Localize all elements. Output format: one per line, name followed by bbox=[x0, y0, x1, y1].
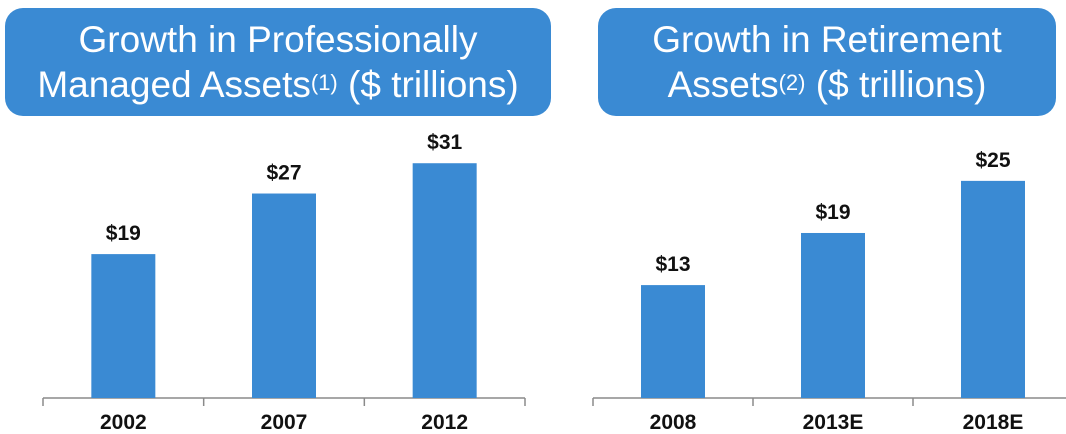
chart-panel-managed-assets: Growth in Professionally Managed Assets(… bbox=[5, 8, 551, 434]
chart-title-line2-main: Assets bbox=[667, 64, 779, 105]
data-label: $13 bbox=[655, 253, 690, 276]
chart-title-box: Growth in Professionally Managed Assets(… bbox=[5, 8, 551, 116]
chart-title-unit: ($ trillions) bbox=[337, 64, 519, 105]
x-tick-label: 2007 bbox=[261, 411, 308, 434]
chart-title-line2: Managed Assets(1) ($ trillions) bbox=[5, 62, 551, 107]
chart-title-unit: ($ trillions) bbox=[805, 64, 987, 105]
chart-title-box: Growth in Retirement Assets(2) ($ trilli… bbox=[598, 8, 1056, 116]
data-label: $19 bbox=[815, 201, 850, 224]
bar-2007 bbox=[252, 193, 316, 398]
data-label: $25 bbox=[975, 149, 1010, 172]
x-tick-label: 2012 bbox=[421, 411, 468, 434]
data-label: $27 bbox=[266, 162, 301, 185]
chart-panel-retirement-assets: Growth in Retirement Assets(2) ($ trilli… bbox=[560, 0, 1066, 434]
bar-chart-managed-assets: $19 2002 $27 2007 $31 2012 bbox=[42, 131, 526, 434]
data-label: $31 bbox=[427, 131, 462, 154]
x-tick-label: 2002 bbox=[100, 411, 147, 434]
chart-title-line2-main: Managed Assets bbox=[37, 64, 311, 105]
bar-2018e bbox=[961, 180, 1025, 398]
bar-2013e bbox=[801, 232, 865, 398]
x-tick-label: 2008 bbox=[650, 411, 697, 434]
data-label: $19 bbox=[106, 222, 141, 245]
x-tick-label: 2013E bbox=[803, 411, 864, 434]
bar-chart-retirement-assets: $13 2008 $19 2013E $25 2018E bbox=[592, 149, 1066, 434]
footnote-marker: (2) bbox=[778, 70, 806, 95]
chart-title-line2: Assets(2) ($ trillions) bbox=[598, 62, 1056, 107]
chart-title-line1: Growth in Retirement bbox=[652, 19, 1002, 60]
bar-2008 bbox=[641, 285, 705, 398]
x-tick-label: 2018E bbox=[963, 411, 1024, 434]
footnote-marker: (1) bbox=[310, 70, 338, 95]
bar-2002 bbox=[91, 254, 156, 398]
chart-title-line1: Growth in Professionally bbox=[78, 19, 478, 60]
bar-2012 bbox=[412, 163, 477, 398]
